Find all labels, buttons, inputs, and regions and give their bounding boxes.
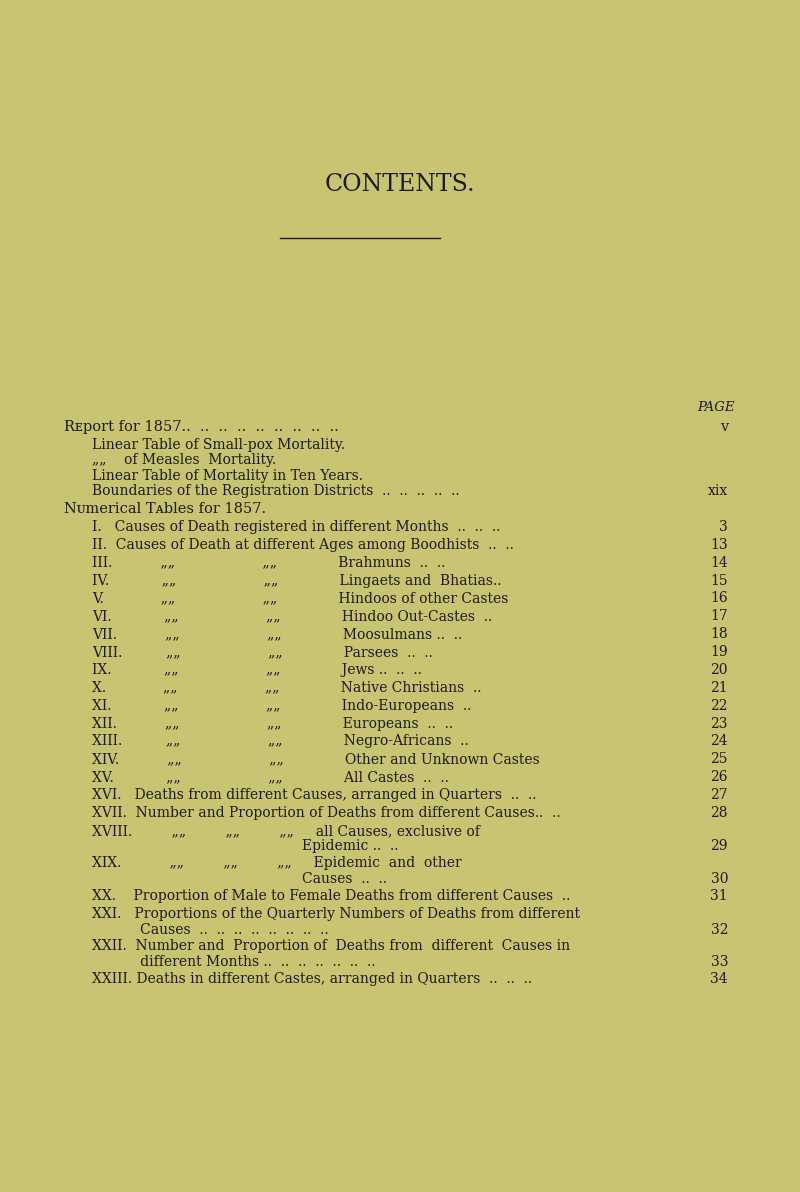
Text: XXII.  Number and  Proportion of  Deaths from  different  Causes in: XXII. Number and Proportion of Deaths fr… bbox=[92, 939, 570, 954]
Text: different Months ..  ..  ..  ..  ..  ..  ..: different Months .. .. .. .. .. .. .. bbox=[92, 955, 375, 969]
Text: XXIII. Deaths in different Castes, arranged in Quarters  ..  ..  ..: XXIII. Deaths in different Castes, arran… bbox=[92, 971, 532, 986]
Text: Causes  ..  ..: Causes .. .. bbox=[92, 871, 387, 886]
Text: 23: 23 bbox=[710, 716, 728, 731]
Text: XVI.   Deaths from different Causes, arranged in Quarters  ..  ..: XVI. Deaths from different Causes, arran… bbox=[92, 788, 537, 802]
Text: 26: 26 bbox=[710, 770, 728, 784]
Text: 33: 33 bbox=[710, 955, 728, 969]
Text: Boundaries of the Registration Districts  ..  ..  ..  ..  ..: Boundaries of the Registration Districts… bbox=[92, 484, 460, 498]
Text: 20: 20 bbox=[710, 663, 728, 677]
Text: Causes  ..  ..  ..  ..  ..  ..  ..  ..: Causes .. .. .. .. .. .. .. .. bbox=[92, 923, 329, 937]
Text: 31: 31 bbox=[710, 889, 728, 904]
Text: IV.            „„                    „„              Lingaets and  Bhatias..: IV. „„ „„ Lingaets and Bhatias.. bbox=[92, 573, 502, 588]
Text: 13: 13 bbox=[710, 538, 728, 552]
Text: I.   Causes of Death registered in different Months  ..  ..  ..: I. Causes of Death registered in differe… bbox=[92, 520, 500, 534]
Text: XI.            „„                    „„              Indo-Europeans  ..: XI. „„ „„ Indo-Europeans .. bbox=[92, 699, 471, 713]
Text: 21: 21 bbox=[710, 681, 728, 695]
Text: VI.            „„                    „„              Hindoo Out-Castes  ..: VI. „„ „„ Hindoo Out-Castes .. bbox=[92, 609, 492, 623]
Text: 30: 30 bbox=[710, 871, 728, 886]
Text: 32: 32 bbox=[710, 923, 728, 937]
Text: XIX.           „„         „„         „„     Epidemic  and  other: XIX. „„ „„ „„ Epidemic and other bbox=[92, 856, 462, 870]
Text: 3: 3 bbox=[719, 520, 728, 534]
Text: 14: 14 bbox=[710, 555, 728, 570]
Text: III.           „„                    „„              Brahmuns  ..  ..: III. „„ „„ Brahmuns .. .. bbox=[92, 555, 446, 570]
Text: XX.    Proportion of Male to Female Deaths from different Causes  ..: XX. Proportion of Male to Female Deaths … bbox=[92, 889, 570, 904]
Text: VII.           „„                    „„              Moosulmans ..  ..: VII. „„ „„ Moosulmans .. .. bbox=[92, 627, 462, 641]
Text: XVIII.         „„         „„         „„     all Causes, exclusive of: XVIII. „„ „„ „„ all Causes, exclusive of bbox=[92, 824, 480, 838]
Text: II.  Causes of Death at different Ages among Boodhists  ..  ..: II. Causes of Death at different Ages am… bbox=[92, 538, 514, 552]
Text: XIII.          „„                    „„              Negro-Africans  ..: XIII. „„ „„ Negro-Africans .. bbox=[92, 734, 469, 749]
Text: 34: 34 bbox=[710, 971, 728, 986]
Text: Epidemic ..  ..: Epidemic .. .. bbox=[92, 839, 398, 853]
Text: v: v bbox=[720, 420, 728, 434]
Text: VIII.          „„                    „„              Parsees  ..  ..: VIII. „„ „„ Parsees .. .. bbox=[92, 645, 433, 659]
Text: xix: xix bbox=[708, 484, 728, 498]
Text: 19: 19 bbox=[710, 645, 728, 659]
Text: Rᴇport for 1857..  ..  ..  ..  ..  ..  ..  ..  ..: Rᴇport for 1857.. .. .. .. .. .. .. .. .… bbox=[64, 420, 338, 434]
Text: Linear Table of Mortality in Ten Years.: Linear Table of Mortality in Ten Years. bbox=[92, 468, 363, 483]
Text: X.             „„                    „„              Native Christians  ..: X. „„ „„ Native Christians .. bbox=[92, 681, 482, 695]
Text: XIV.           „„                    „„              Other and Unknown Castes: XIV. „„ „„ Other and Unknown Castes bbox=[92, 752, 540, 766]
Text: XVII.  Number and Proportion of Deaths from different Causes..  ..: XVII. Number and Proportion of Deaths fr… bbox=[92, 806, 561, 820]
Text: „„    of Measles  Mortality.: „„ of Measles Mortality. bbox=[92, 453, 276, 467]
Text: XV.            „„                    „„              All Castes  ..  ..: XV. „„ „„ All Castes .. .. bbox=[92, 770, 449, 784]
Text: 22: 22 bbox=[710, 699, 728, 713]
Text: V.             „„                    „„              Hindoos of other Castes: V. „„ „„ Hindoos of other Castes bbox=[92, 591, 508, 606]
Text: 25: 25 bbox=[710, 752, 728, 766]
Text: Nᴜmerical Tᴀbles for 1857.: Nᴜmerical Tᴀbles for 1857. bbox=[64, 502, 266, 516]
Text: 15: 15 bbox=[710, 573, 728, 588]
Text: 28: 28 bbox=[710, 806, 728, 820]
Text: 29: 29 bbox=[710, 839, 728, 853]
Text: 24: 24 bbox=[710, 734, 728, 749]
Text: PAGE: PAGE bbox=[698, 402, 734, 414]
Text: CONTENTS.: CONTENTS. bbox=[325, 173, 475, 197]
Text: 16: 16 bbox=[710, 591, 728, 606]
Text: 27: 27 bbox=[710, 788, 728, 802]
Text: XII.           „„                    „„              Europeans  ..  ..: XII. „„ „„ Europeans .. .. bbox=[92, 716, 453, 731]
Text: 17: 17 bbox=[710, 609, 728, 623]
Text: 18: 18 bbox=[710, 627, 728, 641]
Text: IX.            „„                    „„              Jews ..  ..  ..: IX. „„ „„ Jews .. .. .. bbox=[92, 663, 422, 677]
Text: XXI.   Proportions of the Quarterly Numbers of Deaths from different: XXI. Proportions of the Quarterly Number… bbox=[92, 907, 580, 921]
Text: Linear Table of Small-pox Mortality.: Linear Table of Small-pox Mortality. bbox=[92, 437, 345, 452]
